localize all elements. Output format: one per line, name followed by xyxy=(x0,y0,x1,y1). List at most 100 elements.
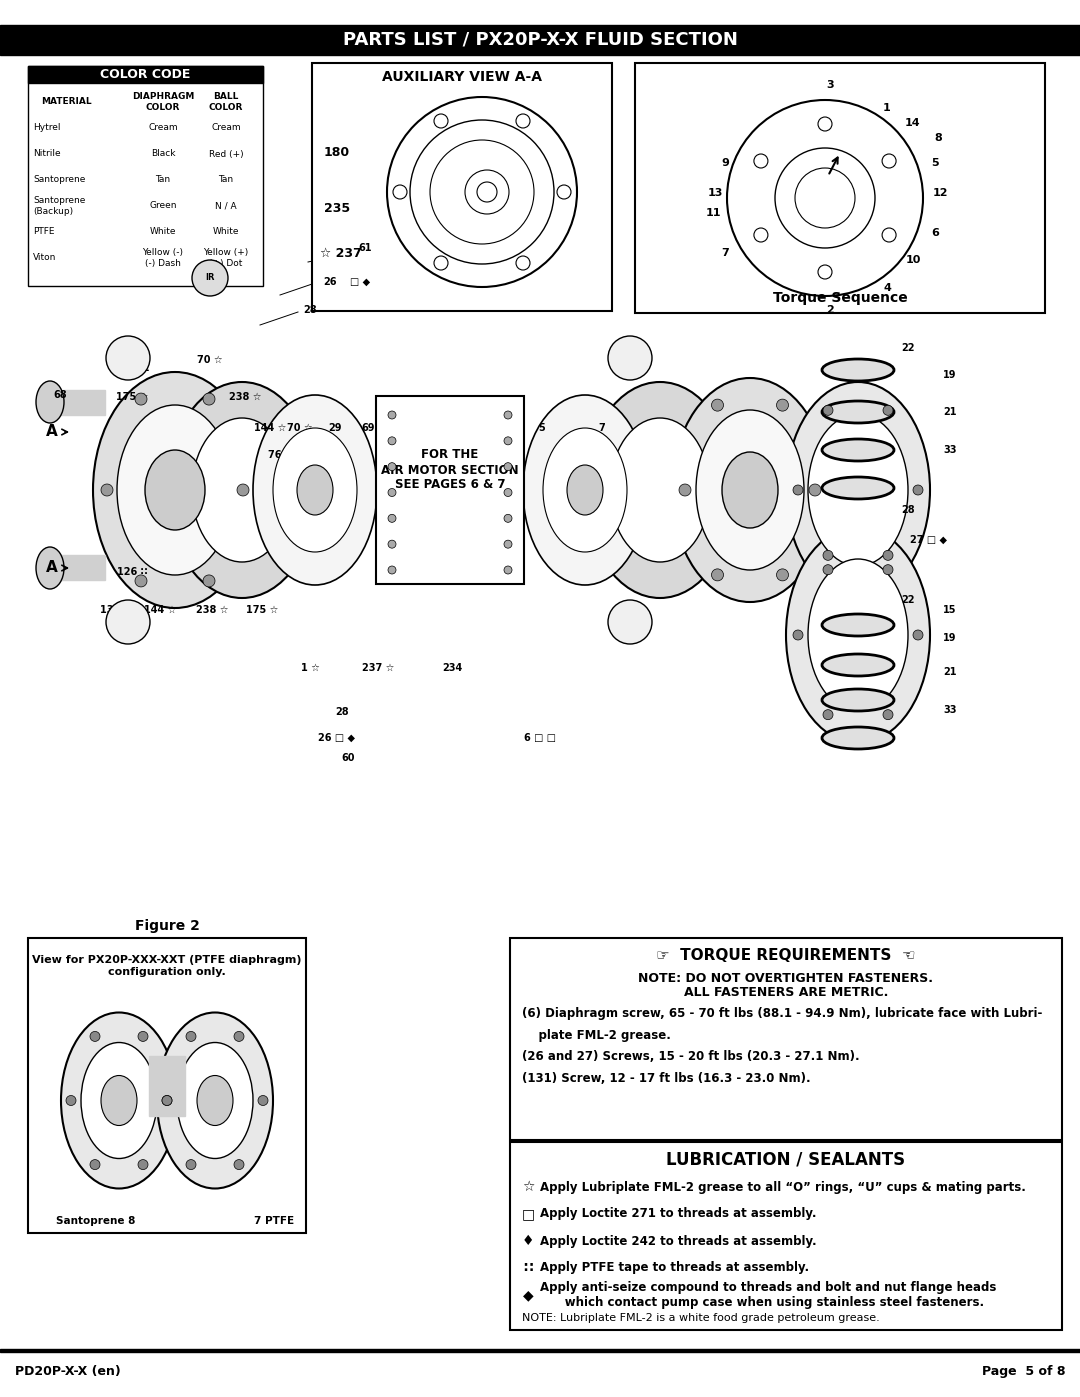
Circle shape xyxy=(162,1095,172,1105)
Text: Hytrel: Hytrel xyxy=(33,123,60,133)
Circle shape xyxy=(203,393,215,405)
Bar xyxy=(635,63,1045,313)
Circle shape xyxy=(388,541,396,548)
Text: □: □ xyxy=(522,1207,535,1221)
Ellipse shape xyxy=(36,381,64,423)
Text: 175 ☆: 175 ☆ xyxy=(116,393,148,402)
Text: Apply Loctite 242 to threads at assembly.: Apply Loctite 242 to threads at assembly… xyxy=(540,1235,816,1248)
Circle shape xyxy=(234,1031,244,1041)
Bar xyxy=(50,390,105,415)
Text: ∷: ∷ xyxy=(523,1261,532,1275)
Ellipse shape xyxy=(273,427,357,552)
Circle shape xyxy=(823,564,833,574)
Text: 238 ☆: 238 ☆ xyxy=(195,605,228,615)
Ellipse shape xyxy=(822,654,894,676)
Text: 181: 181 xyxy=(130,363,150,373)
Text: A: A xyxy=(46,560,58,576)
Circle shape xyxy=(913,485,923,495)
Text: ☞  TORQUE REQUIREMENTS  ☜: ☞ TORQUE REQUIREMENTS ☜ xyxy=(657,949,916,964)
Text: 7: 7 xyxy=(598,423,606,433)
Text: 180: 180 xyxy=(324,147,350,159)
Text: Nitrile: Nitrile xyxy=(33,149,60,158)
Text: (26 and 27) Screws, 15 - 20 ft lbs (20.3 - 27.1 Nm).: (26 and 27) Screws, 15 - 20 ft lbs (20.3… xyxy=(522,1051,860,1063)
Circle shape xyxy=(106,337,150,380)
Ellipse shape xyxy=(36,548,64,590)
Circle shape xyxy=(913,630,923,640)
Bar xyxy=(510,1141,1062,1330)
Text: 28: 28 xyxy=(335,707,349,717)
Circle shape xyxy=(793,485,804,495)
Circle shape xyxy=(203,576,215,587)
Circle shape xyxy=(388,566,396,574)
Ellipse shape xyxy=(822,359,894,381)
Circle shape xyxy=(608,599,652,644)
Circle shape xyxy=(883,710,893,719)
Ellipse shape xyxy=(102,1076,137,1126)
Text: 22: 22 xyxy=(901,595,915,605)
Circle shape xyxy=(66,1095,76,1105)
Circle shape xyxy=(504,411,512,419)
Text: 234: 234 xyxy=(442,664,462,673)
Ellipse shape xyxy=(93,372,257,608)
Ellipse shape xyxy=(822,476,894,499)
Text: 3: 3 xyxy=(826,80,834,89)
Text: PD20P-X-X (en): PD20P-X-X (en) xyxy=(15,1365,121,1379)
Text: Red (+): Red (+) xyxy=(208,149,243,158)
Text: plate FML-2 grease.: plate FML-2 grease. xyxy=(522,1028,671,1042)
Ellipse shape xyxy=(543,427,627,552)
Circle shape xyxy=(818,117,832,131)
Text: 144 ☆: 144 ☆ xyxy=(144,605,176,615)
Ellipse shape xyxy=(253,395,377,585)
Circle shape xyxy=(809,483,821,496)
Text: ♦: ♦ xyxy=(522,1234,535,1248)
Circle shape xyxy=(388,489,396,496)
Circle shape xyxy=(237,483,249,496)
Text: ☆: ☆ xyxy=(522,1180,535,1194)
Circle shape xyxy=(192,260,228,296)
Ellipse shape xyxy=(192,418,292,562)
Text: Black: Black xyxy=(151,149,175,158)
Text: 29: 29 xyxy=(328,423,341,433)
Circle shape xyxy=(754,154,768,168)
Bar xyxy=(28,937,306,1234)
Circle shape xyxy=(504,566,512,574)
Text: PTFE: PTFE xyxy=(33,228,54,236)
Text: 14: 14 xyxy=(905,117,921,129)
Text: 7 PTFE: 7 PTFE xyxy=(254,1215,294,1227)
Text: 15: 15 xyxy=(943,605,957,615)
Circle shape xyxy=(106,599,150,644)
Text: Yellow (-)
(-) Dash: Yellow (-) (-) Dash xyxy=(143,249,184,268)
Circle shape xyxy=(883,550,893,560)
Text: 7: 7 xyxy=(721,249,729,258)
Text: 70 ☆: 70 ☆ xyxy=(287,423,313,433)
Ellipse shape xyxy=(197,1076,233,1126)
Text: ALL FASTENERS ARE METRIC.: ALL FASTENERS ARE METRIC. xyxy=(684,986,888,999)
Bar xyxy=(0,1350,1080,1352)
Circle shape xyxy=(608,337,652,380)
Text: Torque Sequence: Torque Sequence xyxy=(772,291,907,305)
Text: A: A xyxy=(46,425,58,440)
Circle shape xyxy=(135,576,147,587)
Text: 70 ☆: 70 ☆ xyxy=(198,355,222,365)
Text: 76 ∷: 76 ∷ xyxy=(268,450,292,460)
Circle shape xyxy=(504,437,512,444)
Text: 10: 10 xyxy=(905,256,920,265)
Ellipse shape xyxy=(567,465,603,515)
Ellipse shape xyxy=(157,1013,273,1189)
Text: 19: 19 xyxy=(943,370,957,380)
Ellipse shape xyxy=(822,615,894,636)
Text: 21: 21 xyxy=(943,407,957,416)
Text: 126 ∷: 126 ∷ xyxy=(117,567,147,577)
Ellipse shape xyxy=(177,1042,253,1158)
Text: NOTE: DO NOT OVERTIGHTEN FASTENERS.: NOTE: DO NOT OVERTIGHTEN FASTENERS. xyxy=(638,971,933,985)
Ellipse shape xyxy=(822,401,894,423)
Text: 22: 22 xyxy=(901,344,915,353)
Text: 69: 69 xyxy=(361,423,375,433)
Text: 12: 12 xyxy=(932,189,948,198)
Circle shape xyxy=(388,411,396,419)
Circle shape xyxy=(754,228,768,242)
Circle shape xyxy=(162,1095,172,1105)
Circle shape xyxy=(388,462,396,471)
Text: □ ◆: □ ◆ xyxy=(350,277,370,286)
Text: 61: 61 xyxy=(359,243,372,253)
